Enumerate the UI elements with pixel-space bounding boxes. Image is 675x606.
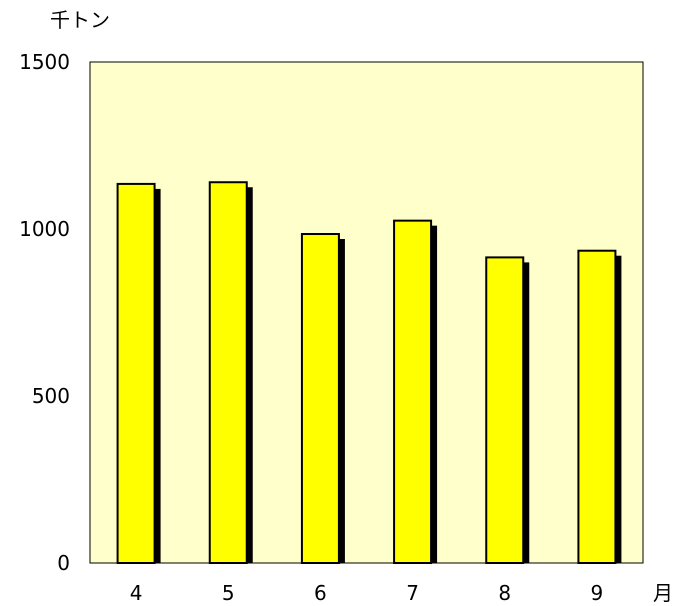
y-unit-label: 千トン [50, 8, 110, 32]
x-tick-label: 9 [591, 581, 604, 605]
x-tick-label: 6 [314, 581, 327, 605]
x-tick-label: 7 [406, 581, 419, 605]
y-tick-label: 1500 [19, 50, 70, 74]
x-tick-label: 8 [498, 581, 511, 605]
x-axis-ticks: 4 5 6 7 8 9 [130, 581, 604, 605]
bar [393, 219, 433, 564]
bar [300, 233, 340, 564]
x-tick-label: 4 [130, 581, 143, 605]
y-tick-label: 0 [57, 551, 70, 575]
y-tick-label: 500 [32, 384, 70, 408]
bar [577, 249, 617, 565]
y-axis-ticks: 0 500 1000 1500 [19, 50, 70, 575]
plot-area [89, 61, 644, 564]
bar [208, 181, 248, 565]
y-tick-label: 1000 [19, 217, 70, 241]
x-unit-label: 月 [653, 581, 673, 605]
bar [485, 256, 525, 564]
x-tick-label: 5 [222, 581, 235, 605]
bars [116, 181, 622, 565]
bar [116, 182, 156, 564]
